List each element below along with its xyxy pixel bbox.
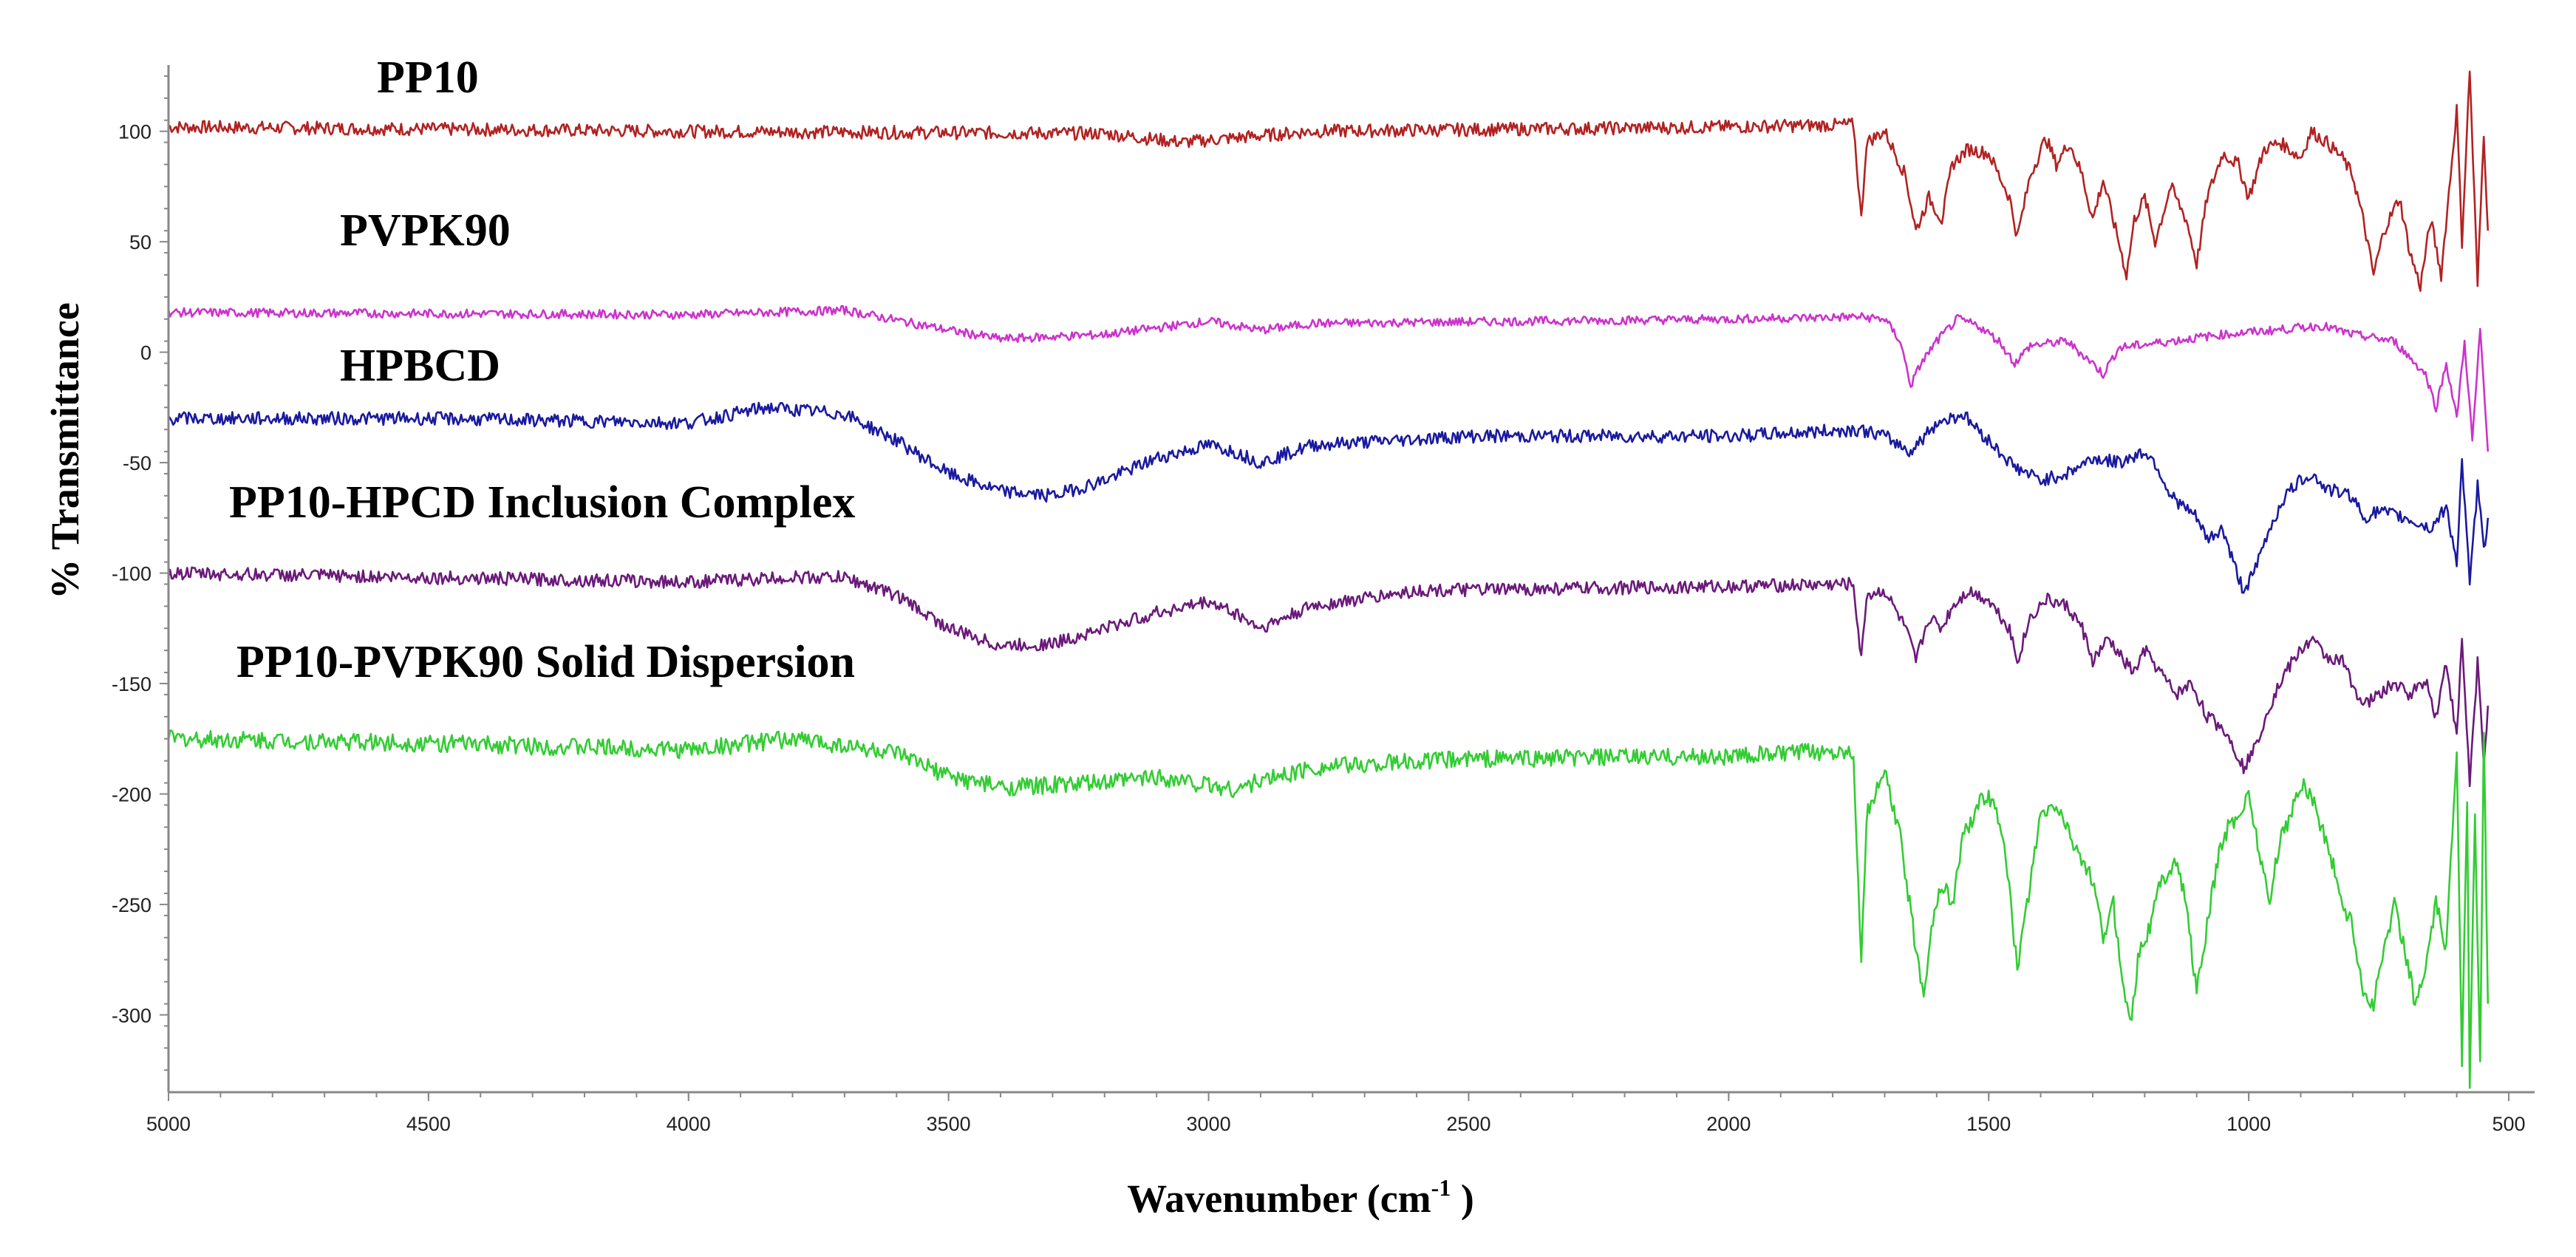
x-axis-title-superscript: -1 xyxy=(1431,1174,1451,1201)
x-tick-label: 2000 xyxy=(1706,1113,1751,1135)
y-tick-label: 0 xyxy=(140,342,151,364)
ticks-layer: 5000 4500 4000 3500 3000 2500 2000 1500 1000 5001… xyxy=(112,75,2526,1135)
series-label: PVPK90 xyxy=(340,205,511,256)
x-tick-label: 1000 xyxy=(2226,1113,2271,1135)
series-line xyxy=(168,70,2490,293)
y-tick-label: -100 xyxy=(112,563,151,585)
x-tick-label: 2500 xyxy=(1446,1113,1490,1135)
series-line xyxy=(167,566,2490,788)
series-line xyxy=(167,304,2490,452)
x-tick-label: 3500 xyxy=(927,1113,971,1135)
series-line xyxy=(167,729,2490,1089)
series-layer xyxy=(167,70,2490,1089)
x-tick-label: 500 xyxy=(2492,1113,2525,1135)
y-tick-label: 100 xyxy=(118,121,151,143)
y-tick-label: -300 xyxy=(112,1004,151,1026)
y-tick-label: -150 xyxy=(112,673,151,695)
x-tick-label: 4500 xyxy=(406,1113,451,1135)
x-tick-label: 4000 xyxy=(667,1113,711,1135)
axes-layer xyxy=(167,65,2535,1094)
series-label: PP10-PVPK90 Solid Dispersion xyxy=(236,637,855,687)
x-axis-title-suffix: ) xyxy=(1451,1176,1473,1221)
series-label: PP10-HPCD Inclusion Complex xyxy=(229,477,855,528)
series-labels: PP10 PVPK90 HPBCD PP10-HPCD Inclusion Compl… xyxy=(229,52,855,687)
x-axis-title-main: Wavenumber (cm xyxy=(1127,1176,1431,1221)
y-axis-title: % Transmittance xyxy=(43,302,87,599)
y-tick-label: -250 xyxy=(112,894,151,916)
y-tick-label: 50 xyxy=(129,231,151,253)
series-line xyxy=(168,401,2490,594)
x-tick-label: 3000 xyxy=(1187,1113,1231,1135)
y-tick-label: -200 xyxy=(112,783,151,805)
x-tick-label: 5000 xyxy=(146,1113,191,1135)
x-axis-title: Wavenumber (cm-1 ) xyxy=(1127,1174,1474,1221)
x-tick-label: 1500 xyxy=(1966,1113,2011,1135)
series-label: PP10 xyxy=(377,52,479,103)
series-label: HPBCD xyxy=(340,341,500,391)
y-tick-label: -50 xyxy=(123,452,151,474)
